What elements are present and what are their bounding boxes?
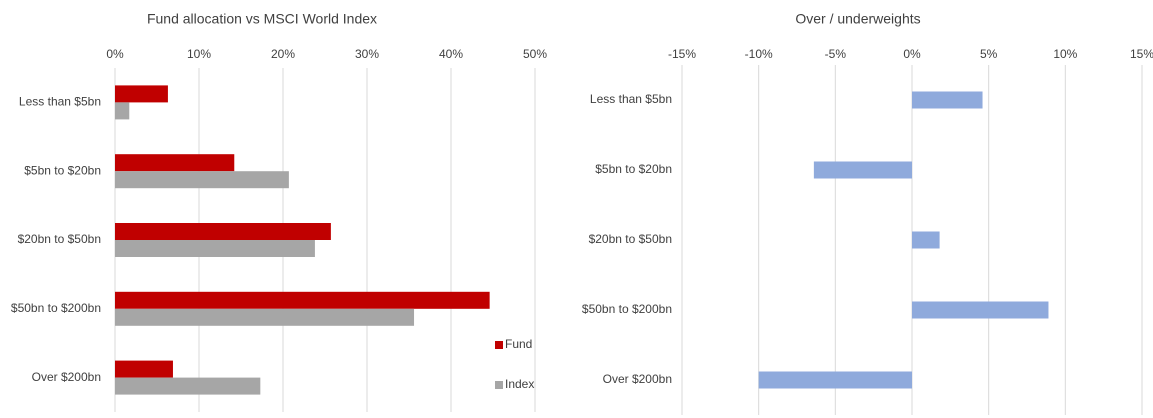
bar <box>115 308 415 326</box>
chart-title: Fund allocation vs MSCI World Index <box>147 11 377 27</box>
bar <box>912 91 983 109</box>
legend-swatch <box>495 341 503 349</box>
x-tick-label: 5% <box>980 47 998 61</box>
x-tick-label: 10% <box>1053 47 1077 61</box>
x-tick-label: 40% <box>439 47 463 61</box>
y-tick-label: $20bn to $50bn <box>589 232 672 246</box>
x-tick-label: -10% <box>745 47 773 61</box>
y-tick-label: Less than $5bn <box>590 92 672 106</box>
y-tick-label: $5bn to $20bn <box>595 162 672 176</box>
x-tick-label: 0% <box>106 47 124 61</box>
x-tick-label: 30% <box>355 47 379 61</box>
y-tick-label: Over $200bn <box>32 370 101 384</box>
bar <box>115 377 261 395</box>
y-tick-label: $5bn to $20bn <box>24 163 101 177</box>
bar <box>912 301 1049 319</box>
bar <box>115 102 130 120</box>
x-tick-label: -5% <box>825 47 847 61</box>
y-tick-label: $50bn to $200bn <box>11 301 101 315</box>
bar <box>758 371 912 389</box>
y-tick-label: Over $200bn <box>603 372 672 386</box>
x-tick-label: 50% <box>523 47 547 61</box>
x-tick-label: 10% <box>187 47 211 61</box>
y-tick-label: $50bn to $200bn <box>582 302 672 316</box>
bar <box>115 291 490 309</box>
bar <box>813 161 912 179</box>
y-tick-label: Less than $5bn <box>19 95 101 109</box>
bar <box>115 171 289 189</box>
bar <box>115 85 168 103</box>
bar <box>115 223 331 240</box>
bar <box>912 231 940 249</box>
x-tick-label: 0% <box>903 47 921 61</box>
x-tick-label: -15% <box>668 47 696 61</box>
x-tick-label: 20% <box>271 47 295 61</box>
bar <box>115 240 315 257</box>
legend-label: Index <box>505 377 534 391</box>
legend-swatch <box>495 381 503 389</box>
y-tick-label: $20bn to $50bn <box>18 232 101 246</box>
chart-title: Over / underweights <box>795 11 920 27</box>
bar <box>115 154 235 172</box>
bar <box>115 360 173 378</box>
legend-label: Fund <box>505 337 532 351</box>
x-tick-label: 15% <box>1130 47 1153 61</box>
